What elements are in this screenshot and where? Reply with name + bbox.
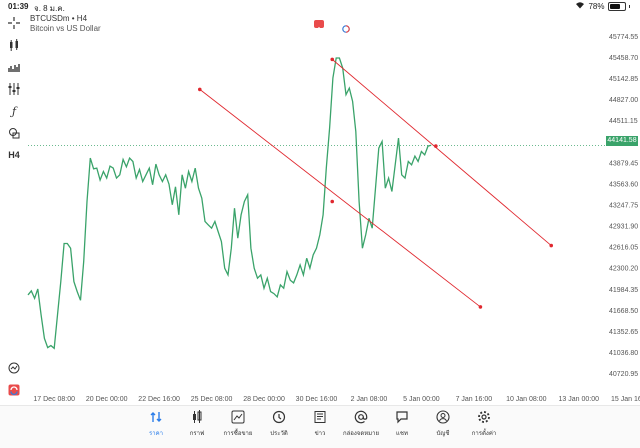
tab-account[interactable]: บัญชี bbox=[423, 408, 463, 438]
x-tick-label: 30 Dec 16:00 bbox=[296, 396, 338, 403]
battery-percent: 78% bbox=[588, 1, 605, 11]
trendline[interactable] bbox=[199, 89, 481, 308]
volume-icon[interactable] bbox=[4, 58, 24, 76]
trendline-handle[interactable] bbox=[197, 87, 202, 92]
tab-chat[interactable]: แชท bbox=[382, 408, 422, 438]
broker-logo-icon[interactable] bbox=[4, 381, 24, 399]
tab-label: ราคา bbox=[149, 431, 163, 437]
wifi-icon bbox=[575, 1, 585, 11]
drawing-toolbar: ƒ H4 bbox=[0, 14, 28, 404]
tab-label: กล่องจดหมาย bbox=[342, 431, 380, 437]
tab-settings[interactable]: การตั้งค่า bbox=[464, 408, 504, 438]
y-tick-label: 43879.45 bbox=[609, 160, 638, 167]
sell-button-icon[interactable] bbox=[314, 20, 324, 31]
symbol-name: BTCUSDm • H4 bbox=[30, 14, 88, 23]
trendline-handle[interactable] bbox=[330, 199, 335, 204]
x-tick-label: 28 Dec 00:00 bbox=[243, 396, 285, 403]
tab-quotes[interactable]: ราคา bbox=[136, 408, 176, 438]
current-price-label: 44141.58 bbox=[606, 136, 638, 146]
y-tick-label: 42616.05 bbox=[609, 245, 638, 252]
trendline-handle[interactable] bbox=[330, 57, 335, 62]
tab-label: ข่าว bbox=[314, 431, 326, 437]
x-tick-label: 13 Jan 00:00 bbox=[559, 396, 600, 403]
x-tick-label: 10 Jan 08:00 bbox=[506, 396, 547, 403]
x-tick-label: 25 Dec 08:00 bbox=[191, 396, 233, 403]
y-tick-label: 44511.15 bbox=[609, 118, 638, 125]
history-icon bbox=[259, 408, 299, 426]
y-tick-label: 41668.50 bbox=[609, 308, 638, 315]
trendline-handle[interactable] bbox=[434, 144, 438, 148]
tab-label: กราฟ bbox=[189, 431, 205, 437]
y-tick-label: 41984.35 bbox=[609, 287, 638, 294]
status-bar: 01:39 จ. 8 ม.ค. 78% bbox=[0, 0, 640, 13]
y-tick-label: 45458.70 bbox=[609, 55, 638, 62]
tab-label: การซื้อขาย bbox=[223, 431, 253, 437]
settings-icon bbox=[464, 408, 504, 426]
indicators-icon[interactable] bbox=[4, 36, 24, 54]
symbol-info: BTCUSDm • H4 Bitcoin vs US Dollar bbox=[30, 14, 101, 34]
y-tick-label: 45142.85 bbox=[609, 76, 638, 83]
y-tick-label: 43563.60 bbox=[609, 181, 638, 188]
x-tick-label: 2 Jan 08:00 bbox=[351, 396, 388, 403]
tab-label: ประวัติ bbox=[270, 431, 288, 437]
shapes-icon[interactable] bbox=[4, 124, 24, 142]
tab-label: การตั้งค่า bbox=[471, 431, 497, 437]
y-tick-label: 41352.65 bbox=[609, 329, 638, 336]
x-tick-label: 7 Jan 16:00 bbox=[456, 396, 493, 403]
status-time: 01:39 bbox=[8, 2, 29, 11]
tab-mailbox[interactable]: กล่องจดหมาย bbox=[341, 408, 381, 438]
x-tick-label: 20 Dec 00:00 bbox=[86, 396, 128, 403]
x-tick-label: 5 Jan 00:00 bbox=[403, 396, 440, 403]
bottom-tab-bar: ราคา กราฟ การซื้อขาย ประวัติ ข่าว กล่องจ… bbox=[0, 405, 640, 448]
tab-news[interactable]: ข่าว bbox=[300, 408, 340, 438]
signals-icon[interactable] bbox=[4, 359, 24, 377]
chart-icon bbox=[177, 408, 217, 426]
symbol-description: Bitcoin vs US Dollar bbox=[30, 24, 101, 33]
tab-chart[interactable]: กราฟ bbox=[177, 408, 217, 438]
tab-label: แชท bbox=[396, 431, 408, 437]
function-icon[interactable]: ƒ bbox=[11, 104, 17, 118]
trendline-handle[interactable] bbox=[549, 243, 554, 248]
y-tick-label: 44827.00 bbox=[609, 97, 638, 104]
account-icon bbox=[423, 408, 463, 426]
tab-history[interactable]: ประวัติ bbox=[259, 408, 299, 438]
x-tick-label: 22 Dec 16:00 bbox=[138, 396, 180, 403]
crosshair-icon[interactable] bbox=[4, 14, 24, 32]
status-right: 78% bbox=[575, 1, 630, 11]
objects-icon[interactable] bbox=[4, 80, 24, 98]
tab-trade[interactable]: การซื้อขาย bbox=[218, 408, 258, 438]
y-tick-label: 40720.95 bbox=[609, 371, 638, 378]
status-date: จ. 8 ม.ค. bbox=[34, 4, 65, 13]
y-tick-label: 42300.20 bbox=[609, 266, 638, 273]
y-tick-label: 41036.80 bbox=[609, 350, 638, 357]
quotes-icon bbox=[136, 408, 176, 426]
x-tick-label: 17 Dec 08:00 bbox=[33, 396, 75, 403]
y-tick-label: 42931.90 bbox=[609, 224, 638, 231]
timeframe-button[interactable]: H4 bbox=[8, 150, 20, 160]
price-series-line bbox=[27, 57, 432, 350]
trendline-handle[interactable] bbox=[478, 305, 483, 309]
trade-icon bbox=[218, 408, 258, 426]
battery-icon bbox=[607, 1, 626, 11]
y-tick-label: 43247.75 bbox=[609, 202, 638, 209]
x-tick-label: 15 Jan 16:00 bbox=[611, 396, 640, 403]
news-icon bbox=[300, 408, 340, 426]
mailbox-icon bbox=[341, 408, 381, 426]
tab-label: บัญชี bbox=[436, 431, 450, 437]
price-chart[interactable]: 45774.55 45458.70 45142.85 44827.00 44511.15… bbox=[0, 0, 640, 405]
y-tick-label: 45774.55 bbox=[609, 34, 638, 41]
trendline[interactable] bbox=[331, 59, 552, 246]
chat-icon bbox=[382, 408, 422, 426]
one-click-trading-icon[interactable] bbox=[341, 20, 351, 33]
